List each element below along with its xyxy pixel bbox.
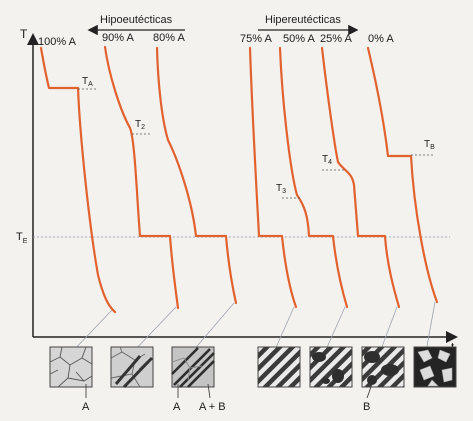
group-headers: Hipoeutécticas Hipereutécticas <box>87 14 359 36</box>
cooling-curve-25 <box>320 46 401 309</box>
micrograph-75 <box>257 346 301 388</box>
t3-label: T3 <box>276 183 286 195</box>
cooling-curve-75 <box>248 46 298 309</box>
curve-label-80: 80% A <box>153 32 185 44</box>
curve-labels: 100% A 90% A 80% A 75% A 50% A 25% A 0% … <box>38 32 394 48</box>
micro-label-a2: A <box>173 401 181 413</box>
cooling-curve-90 <box>103 45 180 310</box>
micrograph-25 <box>361 346 405 388</box>
cooling-curves <box>39 45 439 314</box>
micro-label-ab: A + B <box>199 401 226 413</box>
micro-annotations: A A A + B B <box>82 383 373 413</box>
curve-label-100: 100% A <box>38 36 77 48</box>
micrograph-90 <box>110 346 154 389</box>
curve-label-90: 90% A <box>102 32 134 44</box>
cooling-curve-100 <box>39 46 117 314</box>
hypereutectic-header: Hipereutécticas <box>265 14 341 26</box>
te-label: TE <box>16 231 28 245</box>
cooling-curve-0 <box>366 46 439 304</box>
y-axis-label: T <box>20 27 28 41</box>
micrograph-0 <box>413 346 457 388</box>
cooling-curve-50 <box>278 46 349 309</box>
cooling-curve-80 <box>155 46 238 305</box>
t4-label: T4 <box>322 154 332 166</box>
micrographs <box>49 346 457 389</box>
micrograph-100 <box>49 346 93 388</box>
curve-label-75: 75% A <box>240 33 272 45</box>
micrograph-80 <box>171 346 215 388</box>
leader-lines <box>71 301 436 353</box>
curve-label-25: 25% A <box>320 33 352 45</box>
micro-label-a1: A <box>82 401 90 413</box>
micrograph-50 <box>309 346 353 388</box>
curve-label-50: 50% A <box>283 33 315 45</box>
t2-label: T2 <box>135 119 145 131</box>
tb-label: TB <box>424 139 435 151</box>
curve-label-0: 0% A <box>368 33 394 45</box>
hypoeutectic-header: Hipoeutécticas <box>100 14 173 26</box>
ta-label: TA <box>82 76 93 88</box>
micro-label-b: B <box>363 401 370 413</box>
temperature-marks: TA T2 T3 T4 TB <box>78 76 435 199</box>
